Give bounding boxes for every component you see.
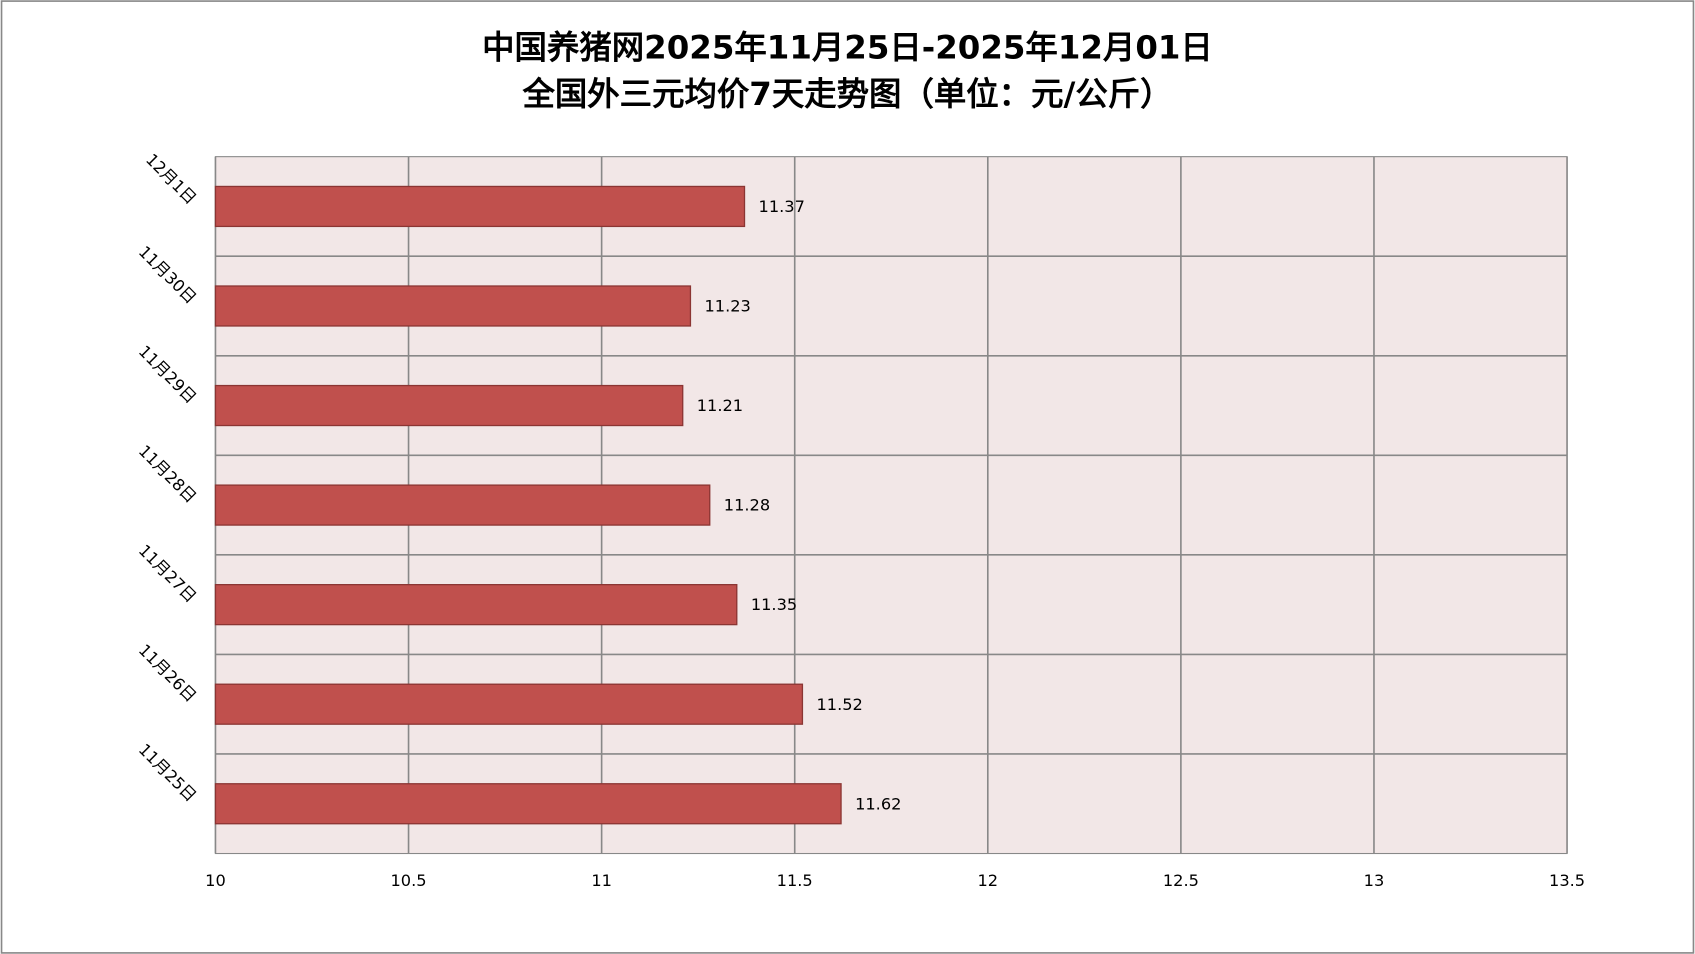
- value-label: 11.23: [704, 297, 750, 316]
- x-tick-label: 11.5: [777, 871, 813, 890]
- value-label: 11.52: [816, 695, 862, 714]
- value-label: 11.35: [751, 595, 797, 614]
- x-tick-label: 10.5: [391, 871, 427, 890]
- value-label: 11.21: [697, 396, 743, 415]
- bar: [214, 185, 746, 228]
- value-label: 11.28: [724, 496, 770, 515]
- chart-title: 全国外三元均价7天走势图（单位：元/公斤）: [521, 75, 1172, 113]
- x-tick-label: 12.5: [1163, 871, 1199, 890]
- value-label: 11.37: [759, 197, 805, 216]
- value-label: 11.62: [855, 794, 901, 813]
- x-tick-label: 13: [1364, 871, 1385, 890]
- bar: [214, 484, 711, 526]
- bar: [214, 384, 684, 427]
- x-tick-label: 12: [977, 871, 998, 890]
- bar: [214, 584, 738, 626]
- bar: [214, 783, 842, 825]
- x-tick-label: 11: [591, 871, 612, 890]
- chart-title: 中国养猪网2025年11月25日-2025年12月01日: [482, 29, 1213, 67]
- bar: [214, 683, 804, 725]
- bar: [214, 285, 692, 327]
- x-tick-label: 10: [205, 871, 226, 890]
- x-tick-label: 13.5: [1549, 871, 1585, 890]
